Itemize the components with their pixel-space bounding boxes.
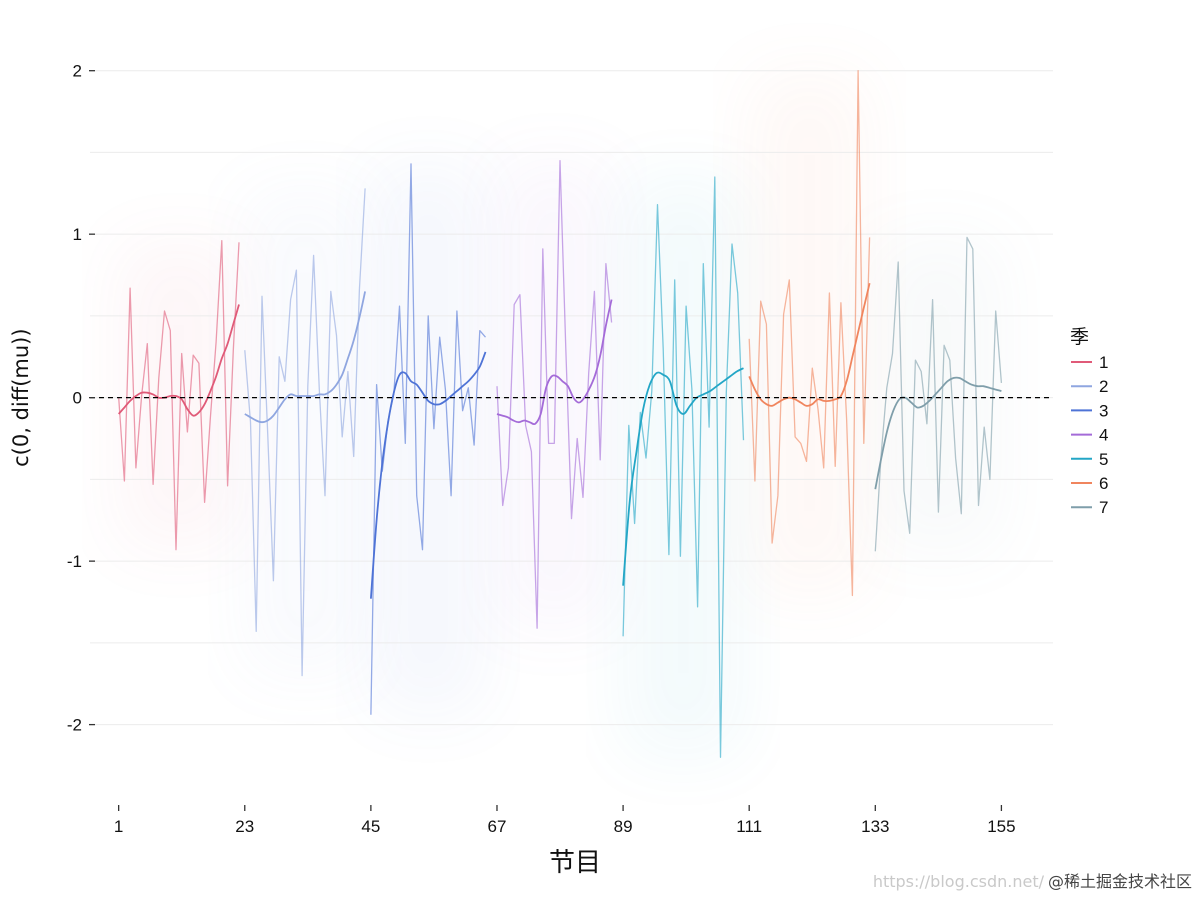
legend-label: 2	[1099, 377, 1108, 396]
series-1-trend	[118, 304, 240, 417]
watermark: https://blog.csdn.net/@稀土掘金技术社区	[873, 868, 1192, 892]
y-axis: 2 1 0 -1 -2	[67, 62, 95, 735]
series-3-glow	[370, 163, 486, 715]
series-1	[118, 240, 240, 551]
x-tick-label: 1	[114, 817, 123, 836]
series-2-trend	[244, 291, 366, 424]
y-axis-title: c(0, diff(mu))	[9, 328, 33, 466]
series-7	[874, 236, 1003, 552]
legend: 季 1 2 3 4 5 6 7	[1070, 326, 1108, 517]
series-lines	[118, 70, 1003, 758]
series-4-glow	[496, 160, 612, 629]
series-4-trend	[496, 299, 613, 426]
x-tick-label: 111	[736, 817, 762, 836]
x-tick-label: 89	[614, 817, 633, 836]
series-2	[244, 188, 366, 677]
legend-item-1: 1	[1071, 353, 1108, 372]
series-7-line	[874, 236, 1003, 552]
series-2-line	[244, 188, 366, 677]
series-5-glow	[623, 176, 744, 758]
legend-label: 7	[1099, 498, 1108, 517]
watermark-url: https://blog.csdn.net/	[872, 872, 1044, 891]
series-6	[748, 70, 871, 597]
gridlines	[90, 70, 1053, 726]
x-tick-label: 133	[861, 817, 889, 836]
y-tick-label: 1	[73, 225, 82, 244]
legend-label: 4	[1099, 426, 1108, 445]
legend-item-6: 6	[1071, 474, 1108, 493]
series-4	[496, 159, 613, 629]
y-tick-label: -2	[67, 716, 82, 735]
series-5-line	[622, 176, 745, 758]
series-3-trend	[370, 351, 487, 599]
x-tick-label: 67	[488, 817, 507, 836]
legend-item-5: 5	[1071, 450, 1108, 469]
y-tick-label: 0	[73, 389, 82, 408]
series-5	[622, 176, 745, 758]
legend-item-7: 7	[1071, 498, 1108, 517]
series-4-line	[496, 159, 613, 629]
legend-label: 3	[1099, 401, 1108, 420]
x-tick-label: 23	[235, 817, 254, 836]
legend-item-2: 2	[1071, 377, 1108, 396]
series-5-trend	[622, 367, 744, 586]
series-1-line	[118, 240, 240, 551]
series-glow-background	[118, 70, 1002, 758]
x-axis: 1 23 45 67 89 111 133 155	[114, 805, 1016, 836]
y-tick-label: 2	[73, 62, 82, 81]
x-tick-label: 155	[987, 817, 1015, 836]
series-3	[370, 163, 487, 715]
legend-label: 5	[1099, 450, 1108, 469]
series-7-trend	[874, 376, 1002, 490]
legend-item-4: 4	[1071, 426, 1108, 445]
series-2-glow	[244, 188, 366, 676]
legend-label: 6	[1099, 474, 1108, 493]
watermark-text: @稀土掘金技术社区	[1047, 872, 1192, 891]
legend-item-3: 3	[1071, 401, 1108, 420]
series-6-line	[748, 70, 871, 597]
legend-title: 季	[1070, 326, 1089, 348]
x-axis-title: 节目	[549, 848, 601, 878]
legend-label: 1	[1099, 353, 1108, 372]
x-tick-label: 45	[361, 817, 380, 836]
series-6-trend	[748, 282, 871, 407]
y-tick-label: -1	[67, 552, 82, 571]
